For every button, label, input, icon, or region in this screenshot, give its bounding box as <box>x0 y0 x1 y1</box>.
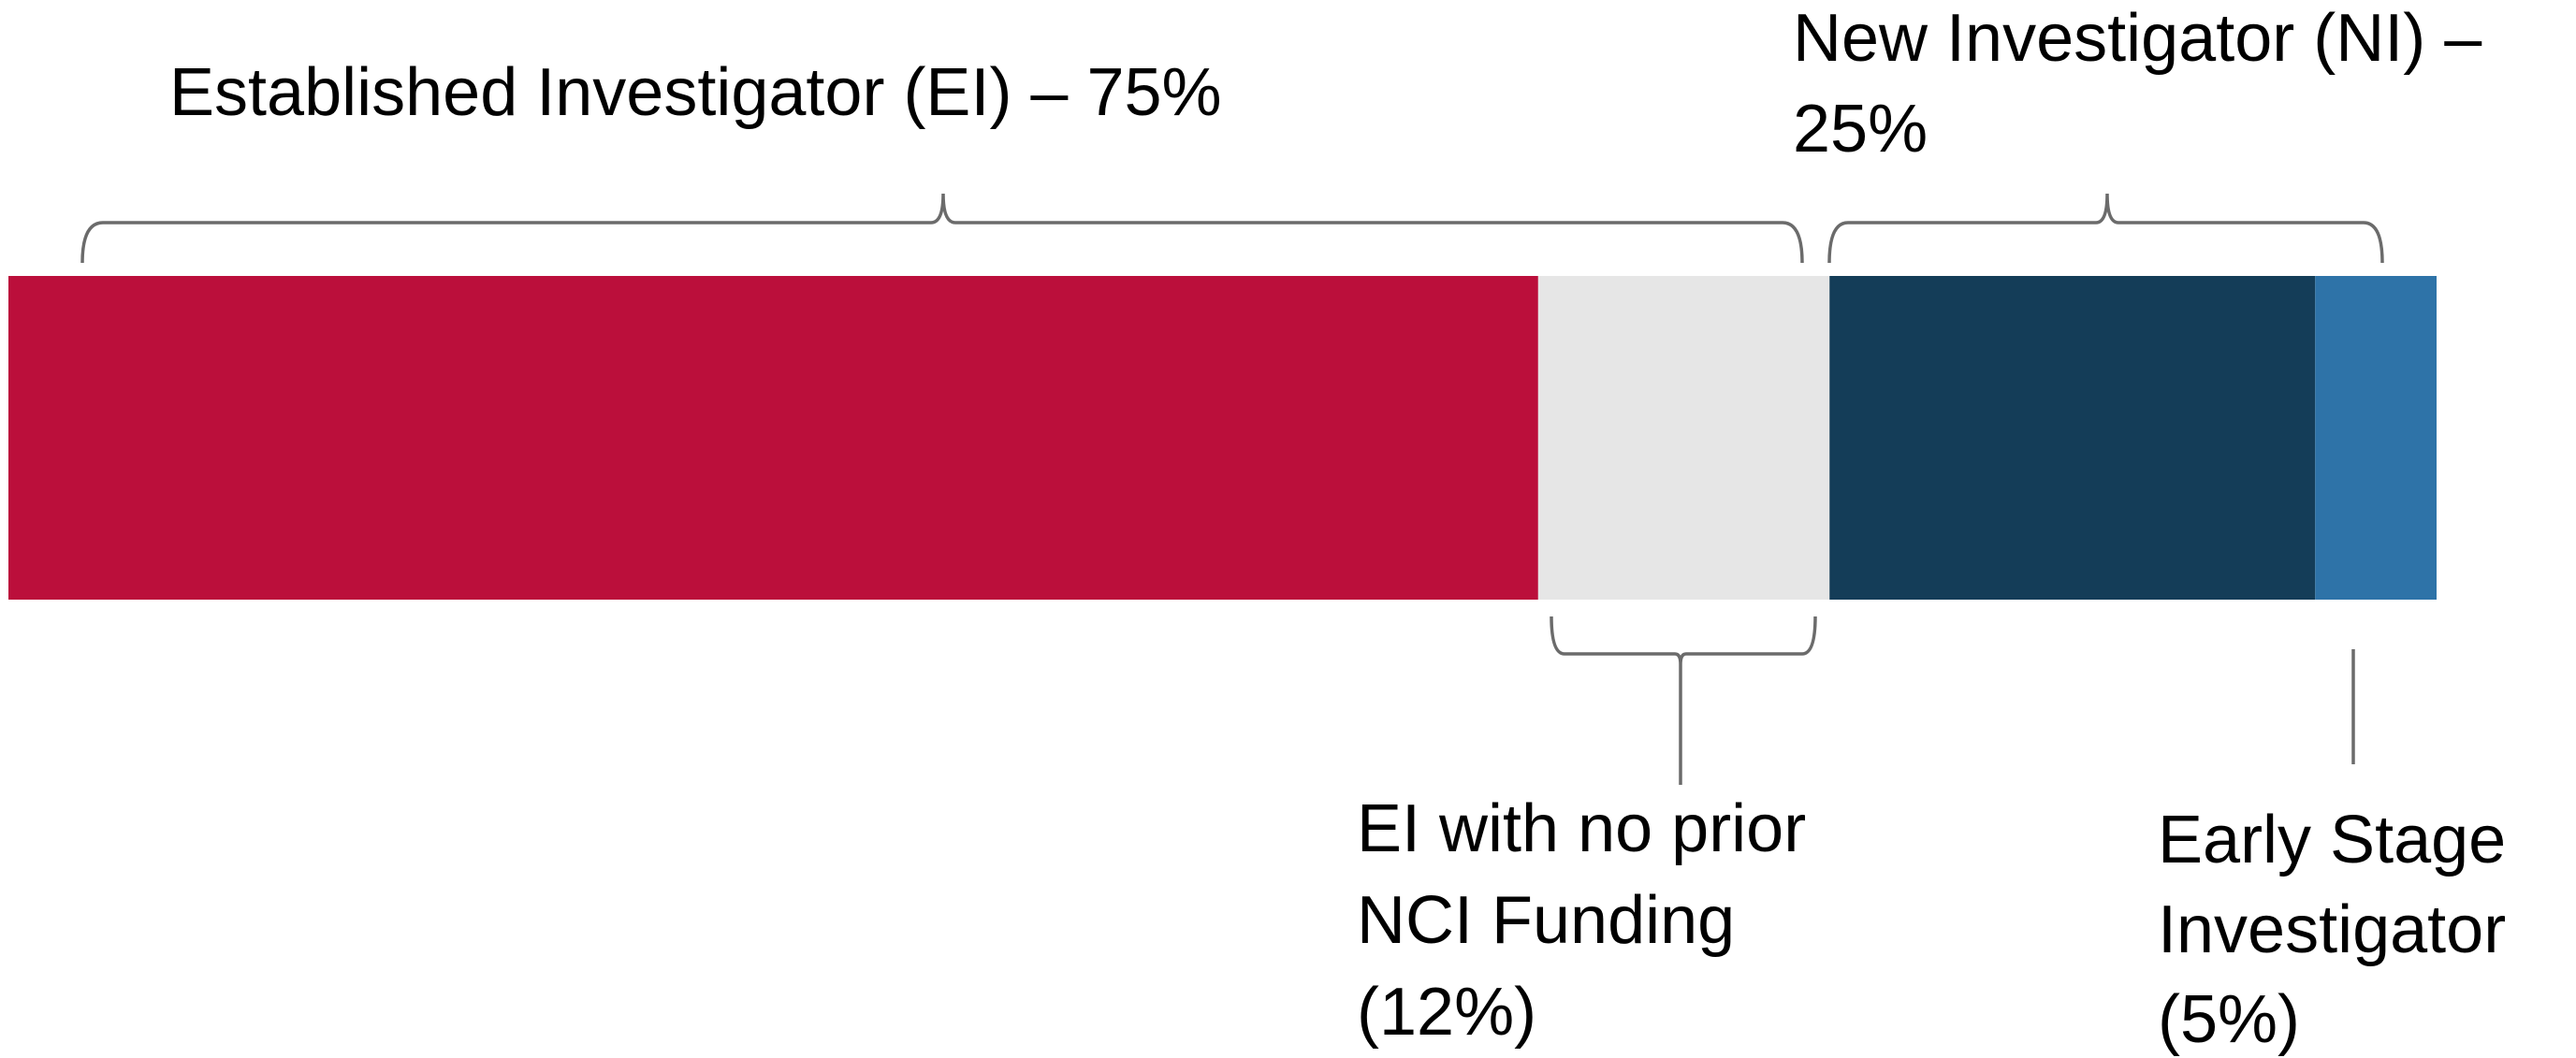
bar-segment <box>2315 276 2437 600</box>
bar-segment <box>1829 276 2316 600</box>
annotation: NCI Funding <box>1357 883 1735 958</box>
ni-bracket <box>1827 193 2384 264</box>
annotation: EI with no prior <box>1357 791 1806 866</box>
annotation: New Investigator (NI) – <box>1793 1 2482 76</box>
ei-bracket <box>80 193 1804 264</box>
gray-bracket <box>1550 616 1817 785</box>
annotation: 25% <box>1793 92 1928 167</box>
annotation: Early Stage <box>2158 803 2506 877</box>
annotation: (12%) <box>1357 975 1536 1050</box>
bar-segment <box>8 276 1538 600</box>
annotation: Investigator <box>2158 892 2506 967</box>
bar-segment <box>1537 276 1830 600</box>
annotation: Established Investigator (EI) – 75% <box>169 55 1222 130</box>
annotation: (5%) <box>2158 982 2300 1057</box>
